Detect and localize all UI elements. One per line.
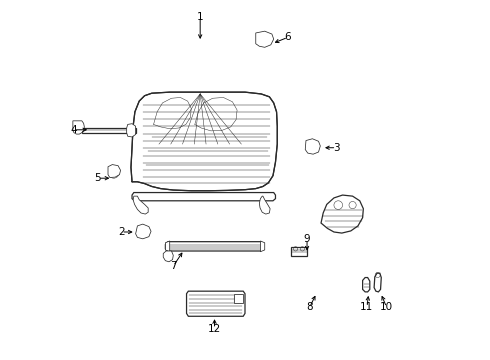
Text: 12: 12 xyxy=(208,324,221,334)
Polygon shape xyxy=(187,291,245,316)
Polygon shape xyxy=(321,195,364,233)
Polygon shape xyxy=(82,128,136,133)
Polygon shape xyxy=(136,224,151,239)
Text: 3: 3 xyxy=(333,143,340,153)
Polygon shape xyxy=(234,294,243,303)
Polygon shape xyxy=(133,196,148,214)
Polygon shape xyxy=(374,273,381,292)
Text: 11: 11 xyxy=(360,302,373,312)
Text: 1: 1 xyxy=(197,12,203,22)
Polygon shape xyxy=(291,247,307,256)
Text: 8: 8 xyxy=(306,302,313,312)
Polygon shape xyxy=(166,242,262,251)
Polygon shape xyxy=(108,165,121,177)
Polygon shape xyxy=(259,196,270,214)
Text: 10: 10 xyxy=(380,302,393,312)
Text: 2: 2 xyxy=(118,227,124,237)
Polygon shape xyxy=(260,241,265,252)
Polygon shape xyxy=(363,278,370,292)
Polygon shape xyxy=(73,121,84,134)
Polygon shape xyxy=(166,241,170,252)
Text: 5: 5 xyxy=(95,173,101,183)
Polygon shape xyxy=(132,193,275,201)
Text: 4: 4 xyxy=(70,125,77,135)
Polygon shape xyxy=(163,251,173,262)
Polygon shape xyxy=(126,124,136,137)
Polygon shape xyxy=(305,139,320,154)
Polygon shape xyxy=(131,92,277,191)
Text: 6: 6 xyxy=(285,32,292,42)
Polygon shape xyxy=(256,31,274,47)
Text: 9: 9 xyxy=(304,234,310,244)
Text: 7: 7 xyxy=(170,261,176,271)
